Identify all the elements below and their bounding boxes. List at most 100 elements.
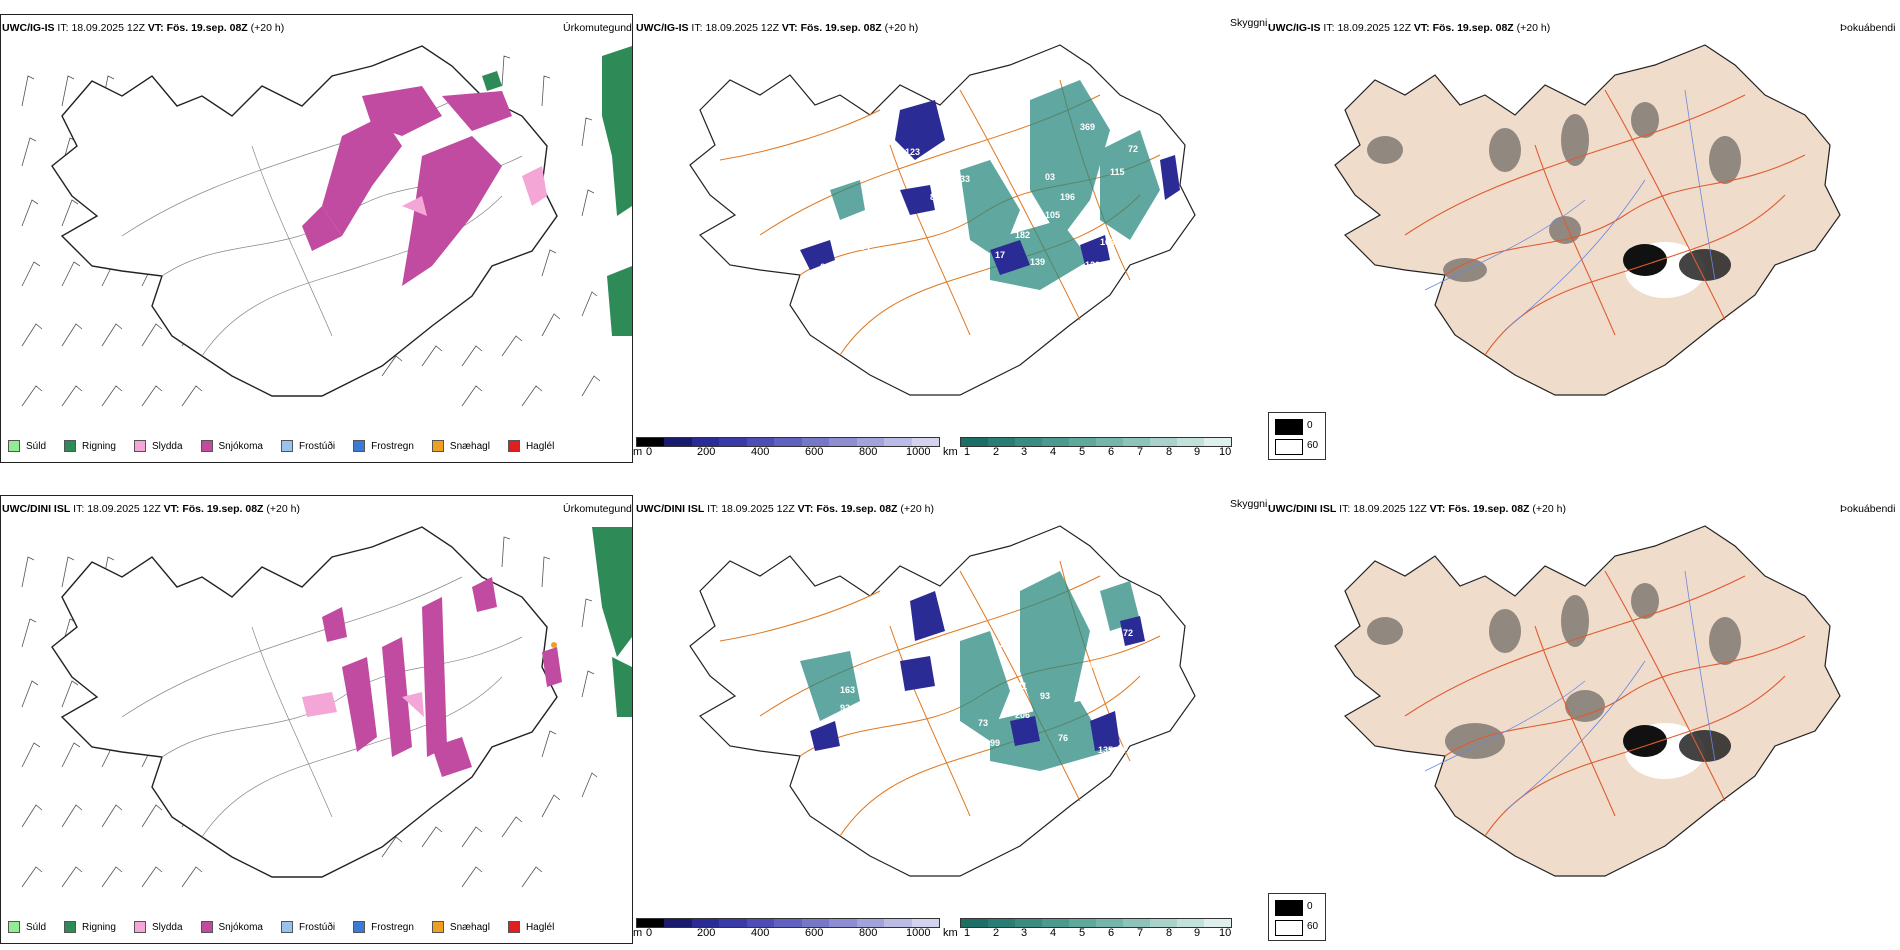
visibility-tick: 2 — [993, 927, 1000, 939]
cloud-value: 72 — [1128, 144, 1138, 154]
ceiling-tick: 1000 — [906, 446, 931, 458]
ceiling-tick: 200 — [697, 446, 716, 458]
cloud-value: 03 — [1045, 172, 1055, 182]
colorbar-segment — [1042, 438, 1069, 446]
colorbar-segment — [1123, 919, 1150, 927]
colorbar-segment — [856, 919, 885, 927]
legend-swatch — [8, 440, 20, 452]
lead-time: (+20 h) — [1532, 503, 1566, 515]
cloud-value: 80 — [910, 707, 920, 717]
colorbar-segment — [774, 919, 802, 927]
visibility-tick: 7 — [1137, 927, 1144, 939]
cloud-value: 196 — [1060, 192, 1075, 202]
cloud-value: 182 — [1015, 230, 1030, 240]
colorbar-segment — [637, 438, 665, 446]
legend-label: Frostregn — [371, 921, 414, 933]
colorbar-segment — [961, 438, 988, 446]
vt-label: VT: — [163, 503, 180, 515]
model-name: UWC/DINI ISL — [636, 503, 705, 515]
fog-label: 0 — [1307, 420, 1313, 431]
model-name: UWC/IG-IS — [2, 22, 55, 34]
legend-swatch — [507, 921, 520, 933]
legend-swatch — [353, 921, 366, 933]
it-label: IT: — [707, 503, 719, 515]
visibility-tick: 10 — [1219, 927, 1232, 939]
colorbar-segment — [637, 919, 665, 927]
ceiling-tick: 0 — [646, 927, 653, 939]
legend-item: Rigning — [64, 440, 116, 452]
visibility-tick: 5 — [1079, 927, 1086, 939]
visibility-tick: 8 — [1166, 446, 1173, 458]
legend-item: Frostúði — [280, 921, 336, 933]
colorbar-segment — [1096, 438, 1123, 446]
legend-swatch — [64, 440, 77, 452]
cloud-value: 93 — [1040, 691, 1050, 701]
colorbar-segment — [1069, 438, 1096, 446]
lead-time: (+20 h) — [1516, 22, 1551, 34]
legend-label: Slydda — [151, 921, 183, 933]
cloud-value: 82 — [930, 192, 940, 202]
cloud-value: 133 — [955, 174, 970, 184]
precip-legend-top: Súld Rigning Slydda Snjókoma Frostúði Fr… — [8, 440, 572, 452]
ceiling-tick: 0 — [646, 446, 653, 458]
legend-swatch — [200, 921, 213, 933]
cloud-value: 139 — [1030, 257, 1045, 267]
visibility-tick: 9 — [1194, 927, 1201, 939]
colorbar-segment — [774, 438, 802, 446]
legend-label: Haglél — [525, 921, 555, 933]
legend-item: Slydda — [133, 440, 183, 452]
cloud-value: 112 — [970, 262, 985, 272]
cloud-value: 120 — [1085, 260, 1100, 270]
colorbar-segment — [746, 438, 775, 446]
legend-label: Frostúði — [298, 921, 336, 933]
colorbar-segment — [988, 919, 1015, 927]
colorbar-segment — [801, 919, 830, 927]
legend-item: Frostregn — [353, 921, 414, 933]
ceiling-tick: 200 — [697, 927, 716, 939]
legend-label: Snjókoma — [218, 440, 263, 452]
precip-type-label-bottom: Úrkomutegund — [563, 503, 632, 515]
colorbar-segment — [911, 438, 939, 446]
legend-swatch — [133, 921, 146, 933]
colorbar-segment — [1150, 438, 1177, 446]
visibility-colorbar-bottom — [960, 918, 1232, 928]
cloud-value: 206 — [1015, 710, 1030, 720]
cloud-map-top: 369 223 72 115 123 133 03 196 105 82 182… — [689, 44, 1196, 396]
precip-title-top: UWC/IG-IS IT: 18.09.2025 12Z VT: Fös. 19… — [2, 22, 284, 34]
vt-label: VT: — [781, 22, 798, 34]
fog-label: 60 — [1307, 440, 1319, 451]
colorbar-segment — [719, 438, 747, 446]
it-value: 18.09.2025 12Z — [705, 22, 779, 34]
cloud-value: 76 — [1058, 733, 1068, 743]
cloud-value: 163 — [840, 685, 855, 695]
colorbar-segment — [1177, 919, 1204, 927]
colorbar-segment — [1069, 919, 1096, 927]
fog-label: 0 — [1307, 901, 1313, 912]
fog-title-top: UWC/IG-IS IT: 18.09.2025 12Z VT: Fös. 19… — [1268, 22, 1550, 34]
colorbar-segment — [884, 919, 912, 927]
colorbar-segment — [1204, 438, 1231, 446]
cloud-value: 81 — [1090, 660, 1100, 670]
cloud-value: 75 — [872, 743, 882, 753]
colorbar-segment — [911, 919, 939, 927]
it-value: 18.09.2025 12Z — [1337, 22, 1411, 34]
fog-swatch — [1275, 900, 1303, 916]
colorbar-segment — [1015, 438, 1042, 446]
fog-legend-top: 0 60 — [1268, 412, 1326, 460]
visibility-unit-top: km — [943, 446, 958, 458]
visibility-tick: 7 — [1137, 446, 1144, 458]
cloud-title-top: UWC/IG-IS IT: 18.09.2025 12Z VT: Fös. 19… — [636, 22, 918, 34]
visibility-tick: 9 — [1194, 446, 1201, 458]
legend-label: Frostúði — [298, 440, 336, 452]
colorbar-segment — [691, 919, 720, 927]
vt-label: VT: — [1413, 22, 1430, 34]
legend-item: Slydda — [133, 921, 183, 933]
ceiling-unit-bottom: m — [633, 927, 643, 939]
it-value: 18.09.2025 12Z — [721, 503, 795, 515]
visibility-tick: 10 — [1219, 446, 1232, 458]
lead-time: (+20 h) — [266, 503, 300, 515]
it-label: IT: — [1323, 22, 1335, 34]
legend-label: Slydda — [151, 440, 183, 452]
legend-label: Rigning — [82, 921, 116, 933]
colorbar-segment — [1204, 919, 1231, 927]
